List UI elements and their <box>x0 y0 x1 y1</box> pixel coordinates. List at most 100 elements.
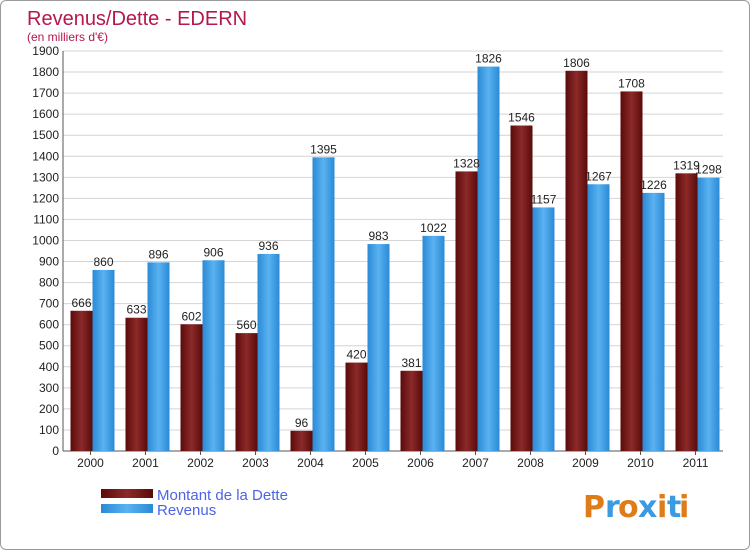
data-label-dette: 666 <box>71 296 91 310</box>
data-label-dette: 1708 <box>618 76 645 90</box>
x-tick-label: 2010 <box>627 456 654 470</box>
data-label-dette: 420 <box>346 348 366 362</box>
bar-dette <box>455 171 478 451</box>
data-label-revenus: 906 <box>203 245 223 259</box>
data-label-revenus: 1157 <box>531 192 557 206</box>
bar-revenus <box>257 253 280 451</box>
y-tick-label: 1100 <box>33 212 59 226</box>
y-tick-label: 1000 <box>32 233 59 247</box>
logo-letter: t <box>667 490 681 525</box>
chart-subtitle: (en milliers d'€) <box>27 30 108 44</box>
y-tick-label: 1500 <box>32 128 59 142</box>
bar-revenus <box>147 262 170 451</box>
bar-revenus <box>587 184 610 451</box>
logo-letter: r <box>605 490 620 525</box>
legend: Montant de la Dette Revenus <box>101 487 288 519</box>
grid <box>63 50 723 452</box>
data-label-revenus: 1267 <box>585 169 612 183</box>
logo-letter: x <box>638 490 657 525</box>
data-label-revenus: 1226 <box>640 178 667 192</box>
data-label-dette: 96 <box>295 416 309 430</box>
bar-dette <box>675 173 698 451</box>
legend-label-revenus: Revenus <box>157 502 216 519</box>
y-tick-label: 100 <box>39 423 59 437</box>
y-tick-label: 600 <box>39 318 59 332</box>
data-label-revenus: 983 <box>368 229 388 243</box>
y-tick-label: 1800 <box>32 65 59 79</box>
x-tick-label: 2006 <box>407 456 434 470</box>
y-tick-label: 1600 <box>32 107 59 121</box>
y-tick-label: 300 <box>39 381 59 395</box>
x-tick-label: 2008 <box>517 456 544 470</box>
axes: 0 100 200 300 400 500 600 700 800 900 1000 1100 1200… <box>32 44 723 470</box>
y-tick-label: 1400 <box>32 149 59 163</box>
y-tick-label: 1700 <box>32 86 59 100</box>
x-tick-label: 2011 <box>683 456 709 470</box>
bar-dette <box>510 125 533 452</box>
logo-letter: o <box>618 490 639 525</box>
x-tick-label: 2003 <box>242 456 269 470</box>
y-tick-label: 400 <box>39 360 59 374</box>
bar-revenus <box>312 157 335 451</box>
bar-dette <box>180 324 203 451</box>
y-tick-label: 500 <box>39 339 59 353</box>
data-label-revenus: 936 <box>258 239 278 253</box>
bar-dette <box>235 333 258 451</box>
y-tick-label: 800 <box>39 276 59 290</box>
logo-letter: i <box>679 490 689 525</box>
y-tick-label: 1200 <box>32 191 59 205</box>
y-tick-label: 900 <box>39 255 59 269</box>
bar-dette <box>345 362 368 451</box>
bar-dette <box>620 91 643 451</box>
legend-label-debt: Montant de la Dette <box>157 487 288 504</box>
data-label-dette: 1806 <box>563 56 590 70</box>
bar-revenus <box>202 260 225 451</box>
plot-area <box>63 51 723 451</box>
x-tick-label: 2005 <box>352 456 379 470</box>
data-label-revenus: 860 <box>93 255 113 269</box>
chart-title: Revenus/Dette - EDERN <box>27 8 247 30</box>
bar-dette <box>400 370 423 451</box>
y-tick-label: 1900 <box>32 44 59 58</box>
x-tick-label: 2004 <box>297 456 324 470</box>
data-label-dette: 381 <box>401 356 421 370</box>
bar-revenus <box>642 192 665 452</box>
data-label-revenus: 1298 <box>695 163 722 177</box>
legend-swatch-revenus <box>101 504 153 513</box>
data-label-revenus: 896 <box>148 247 168 261</box>
bar-revenus <box>92 269 115 451</box>
data-label-dette: 1328 <box>453 156 480 170</box>
data-label-revenus: 1022 <box>420 221 447 235</box>
x-tick-label: 2001 <box>132 456 159 470</box>
y-tick-label: 700 <box>39 297 59 311</box>
bar-revenus <box>697 177 720 451</box>
logo-letter: P <box>583 490 605 525</box>
data-label-dette: 1546 <box>508 111 535 125</box>
data-label-dette: 1319 <box>673 158 700 172</box>
data-label-revenus: 1826 <box>475 52 502 66</box>
bars <box>70 66 720 452</box>
bar-revenus <box>367 244 390 451</box>
data-label-dette: 633 <box>126 303 146 317</box>
x-tick-label: 2007 <box>462 456 489 470</box>
x-tick-label: 2002 <box>187 456 214 470</box>
bar-dette <box>125 317 148 451</box>
data-labels: 666 860 633 896 602 906 560 936 96 1395 420 983 381 1… <box>71 52 722 430</box>
bar-revenus <box>422 235 445 451</box>
data-label-revenus: 1395 <box>310 142 337 156</box>
bar-dette <box>565 70 588 451</box>
data-label-dette: 560 <box>236 318 256 332</box>
bar-revenus <box>532 207 555 451</box>
bar-dette <box>70 310 93 451</box>
data-label-dette: 602 <box>181 309 201 323</box>
logo-letter: i <box>657 490 667 525</box>
bar-revenus <box>477 66 500 451</box>
bar-dette <box>290 430 313 451</box>
y-tick-label: 0 <box>52 444 59 458</box>
y-tick-label: 200 <box>39 402 59 416</box>
x-tick-label: 2009 <box>572 456 599 470</box>
y-tick-label: 1300 <box>32 170 59 184</box>
